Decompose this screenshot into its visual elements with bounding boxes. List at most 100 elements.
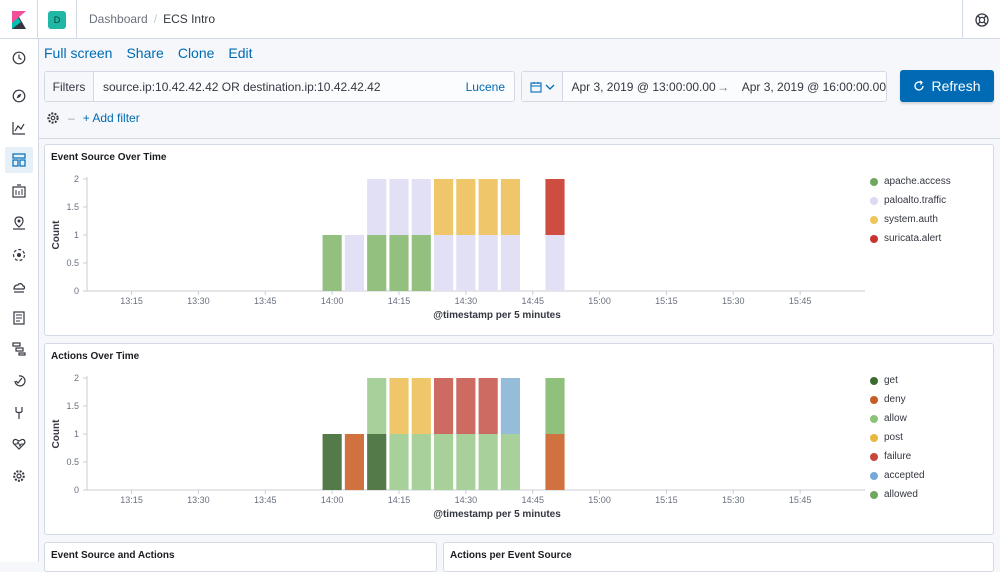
canvas-icon[interactable] [9,181,29,201]
side-navigation [0,39,39,562]
legend-item[interactable]: get [870,371,925,390]
maps-icon[interactable] [9,213,29,233]
bar-segment[interactable] [545,434,565,490]
chart-legend: apache.access paloalto.traffic system.auth… [870,172,951,248]
bar-segment[interactable] [389,378,409,434]
logs-icon[interactable] [9,308,29,328]
legend-item[interactable]: post [870,428,925,447]
bar-segment[interactable] [322,235,342,291]
bar-segment[interactable] [545,378,565,434]
legend-item[interactable]: suricata.alert [870,229,951,248]
start-date[interactable]: Apr 3, 2019 @ 13:00:00.00 [571,79,716,94]
dashboard-icon[interactable] [5,147,33,173]
bar-segment[interactable] [322,434,342,490]
bar-segment[interactable] [478,235,498,291]
add-filter-button[interactable]: + Add filter [82,111,140,125]
full-screen-link[interactable]: Full screen [44,45,113,61]
calendar-icon [530,81,542,93]
quick-menu-button[interactable] [522,72,564,101]
bar-segment[interactable] [456,235,476,291]
legend-label: apache.access [884,176,951,187]
x-tick-label: 13:15 [120,495,143,505]
edit-link[interactable]: Edit [228,45,253,61]
devtools-icon[interactable] [9,403,29,423]
lifebuoy-icon [974,12,989,27]
bar-segment[interactable] [500,434,521,490]
bar-segment[interactable] [456,378,476,434]
bar-segment[interactable] [367,378,387,434]
bar-segment[interactable] [367,179,387,235]
help-button[interactable] [962,0,1000,39]
bar-segment[interactable] [367,434,387,490]
bar-segment[interactable] [344,434,365,490]
bar-segment[interactable] [545,179,565,235]
visualize-icon[interactable] [9,118,29,138]
legend-swatch [870,395,878,404]
x-tick-label: 15:30 [722,296,745,306]
bar-segment[interactable] [500,378,521,434]
bar-segment[interactable] [478,179,498,235]
refresh-button[interactable]: Refresh [900,70,994,102]
y-tick-label: 0.5 [66,258,79,268]
bar-segment[interactable] [411,235,431,291]
legend-item[interactable]: allow [870,409,925,428]
breadcrumb-dashboard[interactable]: Dashboard [89,12,148,26]
bar-segment[interactable] [411,179,431,235]
query-language-button[interactable]: Lucene [465,79,505,94]
bar-segment[interactable] [500,179,521,235]
bar-segment[interactable] [344,235,365,291]
kibana-logo[interactable] [0,0,38,39]
bar-segment[interactable] [389,179,409,235]
settings-icon[interactable] [9,466,29,486]
x-tick-label: 15:45 [789,495,812,505]
bar-segment[interactable] [456,179,476,235]
clock-icon[interactable] [9,48,29,68]
legend-item[interactable]: accepted [870,466,925,485]
legend-swatch [870,414,878,423]
clone-link[interactable]: Clone [177,45,215,61]
actions-per-source-panel: Actions per Event Source [443,542,994,572]
bar-segment[interactable] [411,434,431,490]
legend-swatch [870,376,878,385]
legend-item[interactable]: apache.access [870,172,951,191]
legend-item[interactable]: failure [870,447,925,466]
y-tick-label: 2 [74,373,79,383]
bar-segment[interactable] [545,235,565,291]
legend-item[interactable]: allowed [870,485,925,504]
ml-icon[interactable] [9,245,29,265]
uptime-icon[interactable] [9,371,29,391]
gear-icon[interactable] [46,111,60,125]
bar-segment[interactable] [433,235,454,291]
x-tick-label: 14:15 [388,296,411,306]
legend-item[interactable]: paloalto.traffic [870,191,951,210]
bar-segment[interactable] [478,378,498,434]
breadcrumb-separator: / [153,12,158,26]
legend-item[interactable]: deny [870,390,925,409]
bar-segment[interactable] [411,378,431,434]
bar-segment[interactable] [389,235,409,291]
bar-segment[interactable] [478,434,498,490]
search-input[interactable]: source.ip:10.42.42.42 OR destination.ip:… [103,79,381,94]
monitoring-icon[interactable] [9,434,29,454]
infra-icon[interactable] [9,277,29,297]
event-source-chart: 0 0.5 1 1.5 2 13:15 13:30 13:45 14:00 14:15 14:30 1… [51,174,865,321]
bar-segment[interactable] [433,179,454,235]
end-date[interactable]: Apr 3, 2019 @ 16:00:00.00 [741,79,886,94]
legend-item[interactable]: system.auth [870,210,951,229]
bar-segment[interactable] [456,434,476,490]
breadcrumb-current: ECS Intro [163,12,216,26]
share-link[interactable]: Share [126,45,164,61]
kibana-logo-icon [11,10,26,29]
bar-segment[interactable] [500,235,521,291]
apm-icon[interactable] [9,339,29,359]
bar-segment[interactable] [389,434,409,490]
y-tick-label: 0.5 [66,457,79,467]
space-selector[interactable]: D [38,0,77,39]
panel-title: Event Source Over Time [51,152,167,163]
compass-icon[interactable] [9,86,29,106]
bar-segment[interactable] [433,434,454,490]
bar-segment[interactable] [433,378,454,434]
bar-segment[interactable] [367,235,387,291]
y-tick-label: 1.5 [66,202,79,212]
legend-label: failure [884,451,912,462]
